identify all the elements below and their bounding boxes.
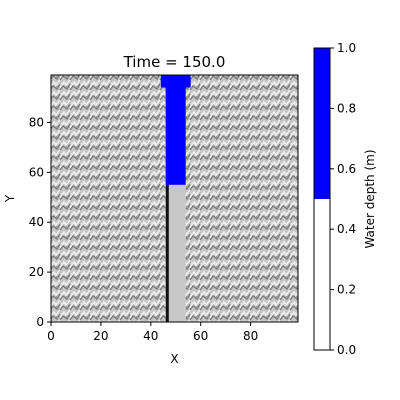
y-tick-label: 80 <box>29 115 44 129</box>
colorbar-frame <box>313 47 331 351</box>
colorbar-tick-label: 1.0 <box>337 41 356 55</box>
x-axis: 0 20 40 60 80 <box>47 322 258 343</box>
colorbar-tick-label: 0.0 <box>337 343 356 357</box>
colorbar-tick-label: 0.4 <box>337 222 356 236</box>
colorbar-high-band <box>314 48 330 199</box>
x-tick-label: 80 <box>243 329 258 343</box>
channel-edge <box>165 75 169 322</box>
y-axis: 0 20 40 60 80 <box>29 115 51 329</box>
y-tick-label: 60 <box>29 165 44 179</box>
colorbar-tick-label: 0.8 <box>337 101 356 115</box>
plot-area <box>50 74 299 323</box>
x-tick-label: 0 <box>47 329 55 343</box>
inlet-cap <box>160 75 191 88</box>
x-axis-label: X <box>170 352 178 366</box>
colorbar: 0.0 0.2 0.4 0.6 0.8 1.0 Water depth (m) <box>313 41 377 357</box>
colorbar-ticks: 0.0 0.2 0.4 0.6 0.8 1.0 <box>330 41 356 357</box>
colorbar-tick-label: 0.2 <box>337 283 356 297</box>
y-tick-label: 40 <box>29 215 44 229</box>
colorbar-label: Water depth (m) <box>363 149 377 248</box>
chart-title: Time = 150.0 <box>123 53 226 71</box>
x-tick-label: 60 <box>193 329 208 343</box>
y-tick-label: 0 <box>36 315 44 329</box>
colorbar-tick-label: 0.6 <box>337 162 356 176</box>
water-region <box>165 75 186 185</box>
plot-frame <box>50 74 299 323</box>
y-tick-label: 20 <box>29 265 44 279</box>
y-axis-label: Y <box>3 194 17 203</box>
x-tick-label: 20 <box>93 329 108 343</box>
x-tick-label: 40 <box>143 329 158 343</box>
colorbar-low-band <box>314 199 330 350</box>
